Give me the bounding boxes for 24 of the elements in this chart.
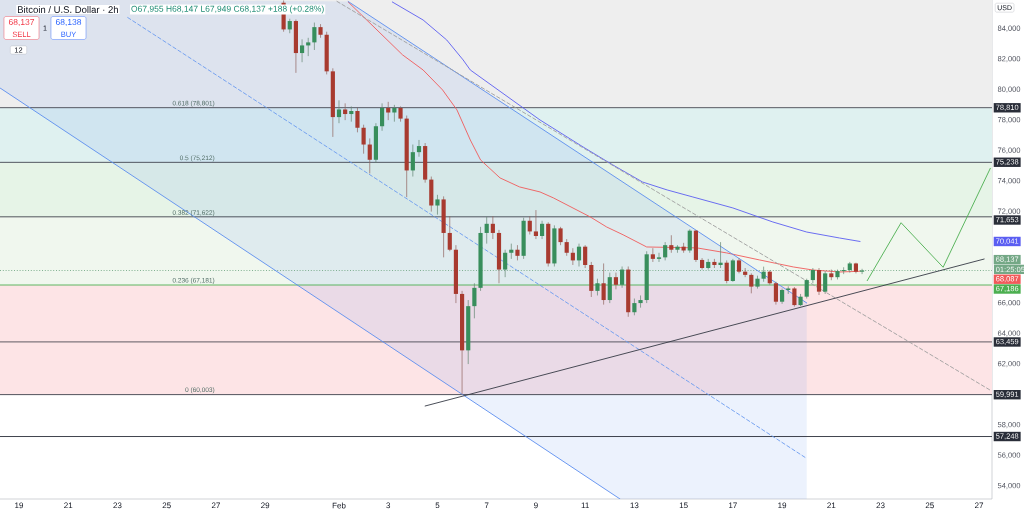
x-tick-label: 5 xyxy=(435,502,440,509)
x-tick-label: 29 xyxy=(261,502,270,509)
annotation: 68,138 xyxy=(55,19,82,27)
x-tick-label: 27 xyxy=(211,502,220,509)
x-tick-label: 21 xyxy=(827,502,836,509)
chart-title: Bitcoin / U.S. Dollar · 2h xyxy=(17,6,118,13)
x-tick-label: 17 xyxy=(729,502,737,509)
x-tick-label: 23 xyxy=(113,502,122,509)
annotation: 68,137 xyxy=(8,19,35,27)
x-tick-label: 19 xyxy=(778,502,787,509)
x-tick-label: 7 xyxy=(484,502,489,509)
x-tick-label: 9 xyxy=(534,502,538,509)
x-tick-label: 23 xyxy=(876,502,885,509)
x-tick-label: 15 xyxy=(679,502,688,509)
x-tick-label: 13 xyxy=(630,502,639,509)
x-tick-label: 21 xyxy=(64,502,73,509)
x-tick-label: 3 xyxy=(386,502,391,509)
annotation: O67,955 H68,147 L67,949 C68,137 +188 (+0.28%) xyxy=(131,5,324,14)
x-tick-label: 11 xyxy=(581,502,589,509)
x-tick-label: Feb xyxy=(332,502,346,509)
x-tick-label: 27 xyxy=(974,502,984,509)
x-tick-label: 25 xyxy=(925,502,934,509)
x-tick-label: 25 xyxy=(162,502,171,509)
x-tick-label: 19 xyxy=(15,502,24,509)
